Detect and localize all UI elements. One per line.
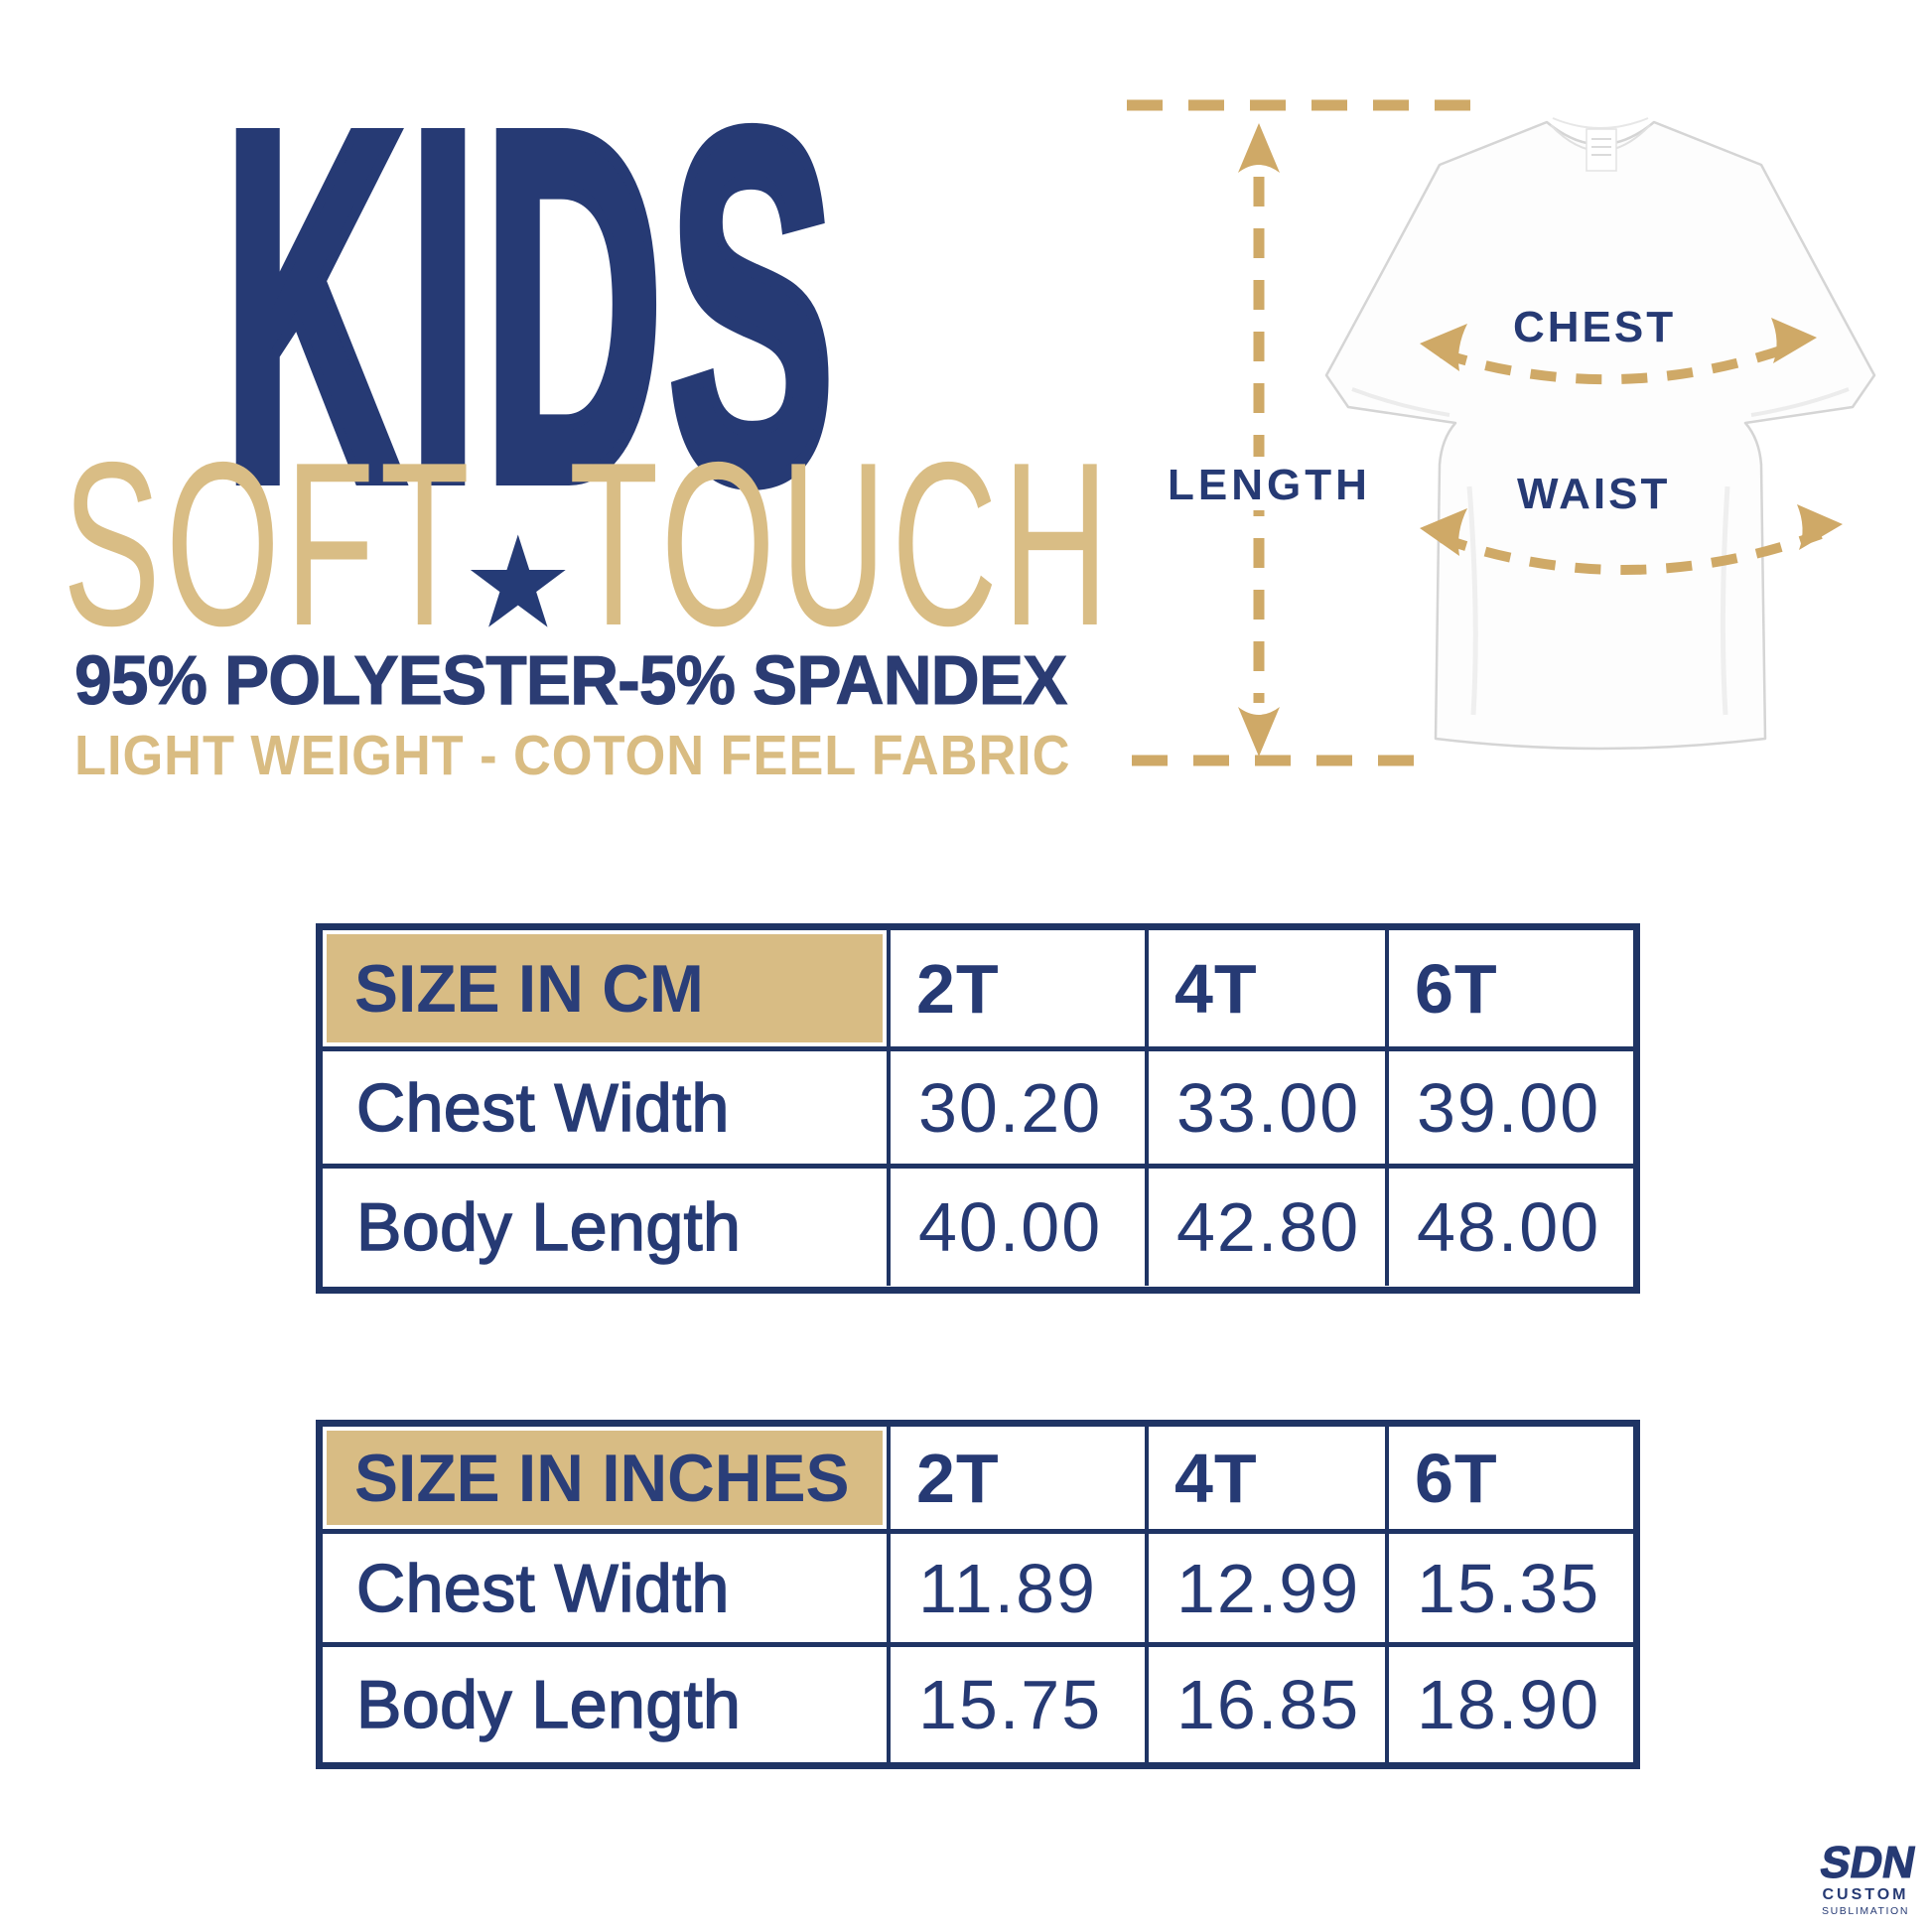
value-cell: 48.00 bbox=[1389, 1169, 1633, 1286]
soft-touch-subtitle: SOFT★TOUCH bbox=[63, 427, 1114, 660]
arrow-left-icon bbox=[1420, 508, 1467, 556]
waist-label: WAIST bbox=[1517, 470, 1670, 518]
value-cell: 15.75 bbox=[891, 1647, 1149, 1762]
fabric-composition-text: 95% POLYESTER-5% SPANDEX bbox=[74, 641, 1068, 719]
column-header-2t: 2T bbox=[891, 1427, 1149, 1534]
chest-measure: CHEST bbox=[1420, 303, 1817, 385]
tshirt-illustration bbox=[1324, 117, 1876, 751]
column-header-4t: 4T bbox=[1149, 930, 1389, 1051]
row-label-chest-width: Chest Width bbox=[323, 1051, 891, 1169]
row-label-body-length: Body Length bbox=[323, 1647, 891, 1762]
logo-line-sublimation: SUBLIMATION bbox=[1822, 1904, 1909, 1917]
size-table-inches: SIZE IN INCHES 2T 4T 6T Chest Width 11.8… bbox=[316, 1420, 1640, 1769]
column-header-4t: 4T bbox=[1149, 1427, 1389, 1534]
value-cell: 42.80 bbox=[1149, 1169, 1389, 1286]
value-cell: 30.20 bbox=[891, 1051, 1149, 1169]
value-cell: 18.90 bbox=[1389, 1647, 1633, 1762]
value-cell: 33.00 bbox=[1149, 1051, 1389, 1169]
neck-tag bbox=[1586, 128, 1617, 172]
kids-title: KIDS bbox=[219, 28, 841, 583]
arrow-left-icon bbox=[1420, 324, 1467, 371]
column-header-6t: 6T bbox=[1389, 930, 1633, 1051]
value-cell: 16.85 bbox=[1149, 1647, 1389, 1762]
column-header-6t: 6T bbox=[1389, 1427, 1633, 1534]
chest-label: CHEST bbox=[1513, 303, 1676, 351]
arrow-right-icon bbox=[1771, 318, 1817, 363]
length-measure: LENGTH bbox=[1127, 99, 1494, 766]
row-label-body-length: Body Length bbox=[323, 1169, 891, 1286]
table-header-cell: SIZE IN INCHES bbox=[323, 1427, 891, 1534]
table-header-cell: SIZE IN CM bbox=[323, 930, 891, 1051]
table-title: SIZE IN INCHES bbox=[354, 1440, 850, 1516]
row-label-chest-width: Chest Width bbox=[323, 1534, 891, 1647]
value-cell: 39.00 bbox=[1389, 1051, 1633, 1169]
arrow-down-icon bbox=[1238, 707, 1280, 757]
value-cell: 40.00 bbox=[891, 1169, 1149, 1286]
arrow-up-icon bbox=[1238, 123, 1280, 173]
tshirt-measurement-diagram: LENGTH CHEST WAIST bbox=[1127, 99, 1876, 766]
waist-measure: WAIST bbox=[1420, 470, 1843, 575]
touch-text: TOUCH bbox=[568, 413, 1114, 674]
fabric-feel-text: LIGHT WEIGHT - COTON FEEL FABRIC bbox=[74, 724, 1071, 787]
table-title: SIZE IN CM bbox=[354, 950, 704, 1027]
soft-text: SOFT bbox=[63, 413, 475, 674]
logo-name: SDN bbox=[1816, 1837, 1920, 1888]
star-icon: ★ bbox=[462, 512, 582, 654]
size-table-cm: SIZE IN CM 2T 4T 6T Chest Width 30.20 33… bbox=[316, 923, 1640, 1294]
length-label: LENGTH bbox=[1168, 461, 1371, 509]
sdn-logo: SDN CUSTOM SUBLIMATION bbox=[1816, 1837, 1920, 1917]
value-cell: 12.99 bbox=[1149, 1534, 1389, 1647]
value-cell: 15.35 bbox=[1389, 1534, 1633, 1647]
arrow-right-icon bbox=[1797, 504, 1843, 550]
column-header-2t: 2T bbox=[891, 930, 1149, 1051]
logo-line-custom: CUSTOM bbox=[1822, 1885, 1909, 1903]
value-cell: 11.89 bbox=[891, 1534, 1149, 1647]
